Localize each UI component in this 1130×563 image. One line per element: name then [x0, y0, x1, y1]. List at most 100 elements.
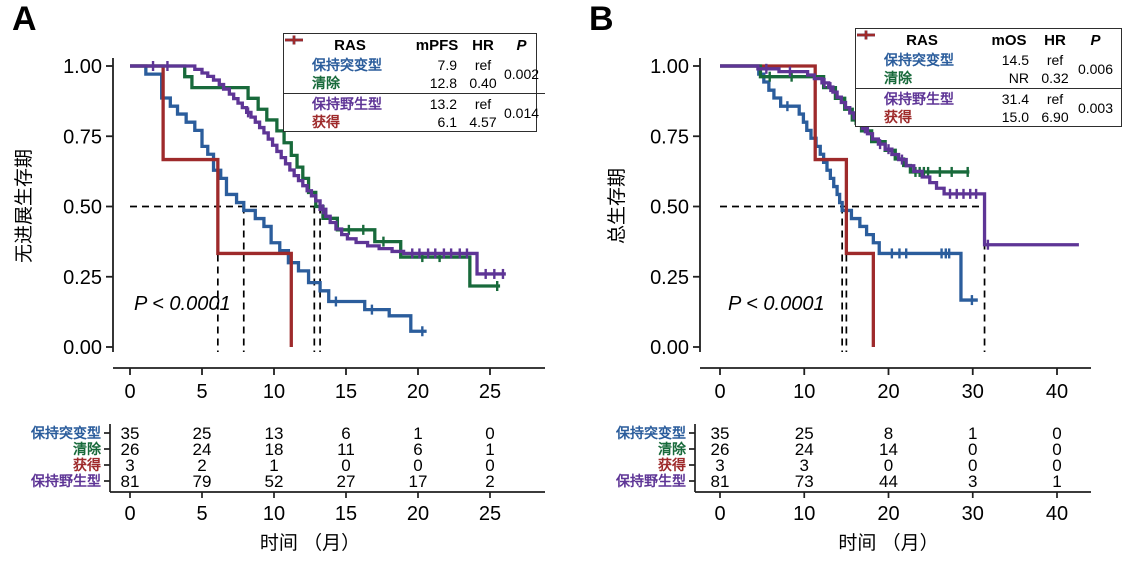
legend-row-label-cleared: 清除 — [312, 75, 340, 91]
km-marker-icon — [285, 35, 303, 45]
y-tick-label: 0.25 — [650, 267, 689, 289]
risk-row-label-remained-wildtype: 保持野生型 — [30, 473, 101, 489]
y-tick-label: 0.50 — [63, 197, 102, 219]
risk-count: 1 — [269, 456, 278, 475]
legend-box: RAS mOS HR P 保持突变型 14.5 ref 清除 NR 0.32 保持野生型 31.4 re… — [855, 28, 1122, 127]
risk-count: 1 — [413, 424, 422, 443]
panel-letter: A — [12, 0, 37, 38]
y-tick-label: 0.00 — [650, 337, 689, 359]
risk-count: 0 — [341, 456, 350, 475]
legend-hr-value: ref — [1046, 91, 1064, 107]
legend-hr-value: 0.32 — [1041, 70, 1069, 86]
x-tick-label: 0 — [714, 381, 725, 403]
risk-count: 26 — [121, 440, 140, 459]
panel-pfs: 1.00 0.75 0.50 0.25 0.00 0 5 10 15 20 25 P < 0.0001… — [12, 0, 546, 554]
risk-row-label-cleared: 清除 — [658, 441, 687, 457]
km-curve-remained-wildtype — [130, 61, 506, 279]
km-step-path — [130, 64, 427, 333]
risk-count: 1 — [485, 440, 494, 459]
legend-header-hr: HR — [1044, 32, 1066, 49]
legend-stat-value: 31.4 — [1001, 91, 1029, 107]
y-axis-title: 总生存期 — [606, 168, 628, 244]
km-plot-svg: 1.000.750.500.250.000 10 20 30 40P < 0.0001总… — [606, 56, 1091, 554]
risk-count: 0 — [485, 456, 494, 475]
km-curve-remained-mutant — [130, 64, 427, 337]
risk-count: 0 — [485, 424, 494, 443]
risk-x-tick-label: 25 — [479, 503, 501, 525]
legend-row-label-remained-wildtype: 保持野生型 — [312, 96, 382, 112]
risk-count: 35 — [121, 424, 140, 443]
y-tick-label: 0.50 — [650, 197, 689, 219]
km-curve-remained-mutant — [720, 64, 978, 306]
risk-x-tick-label: 10 — [793, 503, 815, 525]
risk-count: 3 — [968, 472, 977, 491]
risk-count: 81 — [121, 472, 140, 491]
risk-table-axes — [104, 424, 545, 498]
x-tick-label: 40 — [1046, 381, 1068, 403]
risk-x-tick-label: 0 — [124, 503, 135, 525]
km-plot-svg: 1.000.750.500.250.000 5 10 15 20 25P < 0.0001… — [13, 56, 545, 554]
risk-count: 52 — [265, 472, 284, 491]
km-step-path — [720, 64, 875, 347]
risk-count: 11 — [337, 440, 355, 459]
risk-count: 14 — [879, 440, 898, 459]
legend-stat-value: NR — [1008, 70, 1029, 86]
median-dashed-lines — [130, 205, 321, 352]
risk-count: 13 — [265, 424, 284, 443]
risk-count: 0 — [1052, 424, 1061, 443]
legend-header-p: P — [1090, 32, 1101, 49]
p-value-annotation: P < 0.0001 — [728, 293, 825, 315]
risk-count: 0 — [884, 456, 893, 475]
median-dashed-lines — [720, 205, 986, 352]
km-step-path — [130, 64, 506, 276]
legend-p-value-top: 0.006 — [1077, 61, 1114, 77]
legend-row-label-remained-mutant: 保持突变型 — [312, 57, 382, 73]
x-axis-title: 时间 （月） — [260, 532, 360, 554]
legend-p-value-top: 0.002 — [504, 66, 540, 82]
km-marker-icon — [857, 30, 875, 40]
risk-count: 8 — [884, 424, 893, 443]
risk-count: 3 — [715, 456, 724, 475]
y-axis-title: 无进展生存期 — [13, 149, 35, 263]
legend-hr-value: ref — [474, 57, 492, 73]
risk-row-label-remained-wildtype: 保持野生型 — [615, 473, 686, 489]
legend-p-value-bottom: 0.003 — [1077, 100, 1114, 116]
legend-header-p: P — [516, 37, 527, 54]
km-step-path — [720, 64, 978, 302]
risk-count: 81 — [711, 472, 730, 491]
x-axis-title: 时间 （月） — [838, 532, 938, 554]
legend-stat-value: 12.8 — [429, 75, 457, 91]
risk-count: 24 — [795, 440, 814, 459]
x-tick-label: 10 — [793, 381, 815, 403]
legend-header-ras: RAS — [906, 32, 938, 49]
panel-letter: B — [589, 0, 614, 38]
risk-count: 0 — [968, 440, 977, 459]
risk-x-tick-label: 30 — [962, 503, 984, 525]
legend-header-stat: mPFS — [415, 37, 459, 54]
y-tick-label: 0.75 — [650, 126, 689, 148]
legend-hr-value: 4.57 — [469, 114, 497, 130]
legend-separator-line — [856, 88, 1121, 90]
legend-stat-value: 6.1 — [437, 114, 457, 130]
risk-count: 1 — [1052, 472, 1061, 491]
risk-count: 25 — [193, 424, 212, 443]
km-curve-cleared — [130, 64, 501, 292]
km-step-path — [130, 64, 501, 288]
risk-count: 25 — [795, 424, 814, 443]
risk-row-label-remained-mutant: 保持突变型 — [615, 425, 686, 441]
risk-count: 2 — [485, 472, 494, 491]
y-tick-label: 1.00 — [650, 56, 689, 78]
legend-box: RAS mPFS HR P 保持突变型 7.9 ref 清除 12.8 0.40 保持野生型 13.2… — [283, 33, 546, 132]
risk-count: 17 — [409, 472, 428, 491]
risk-x-tick-label: 5 — [196, 503, 207, 525]
risk-count: 0 — [968, 456, 977, 475]
axes — [106, 58, 545, 375]
legend-hr-value: 6.90 — [1041, 109, 1069, 125]
x-tick-label: 10 — [263, 381, 285, 403]
y-tick-label: 1.00 — [63, 56, 102, 78]
legend-hr-value: ref — [474, 96, 492, 112]
risk-x-tick-label: 0 — [714, 503, 725, 525]
risk-count: 0 — [1052, 456, 1061, 475]
risk-x-tick-label: 10 — [263, 503, 285, 525]
